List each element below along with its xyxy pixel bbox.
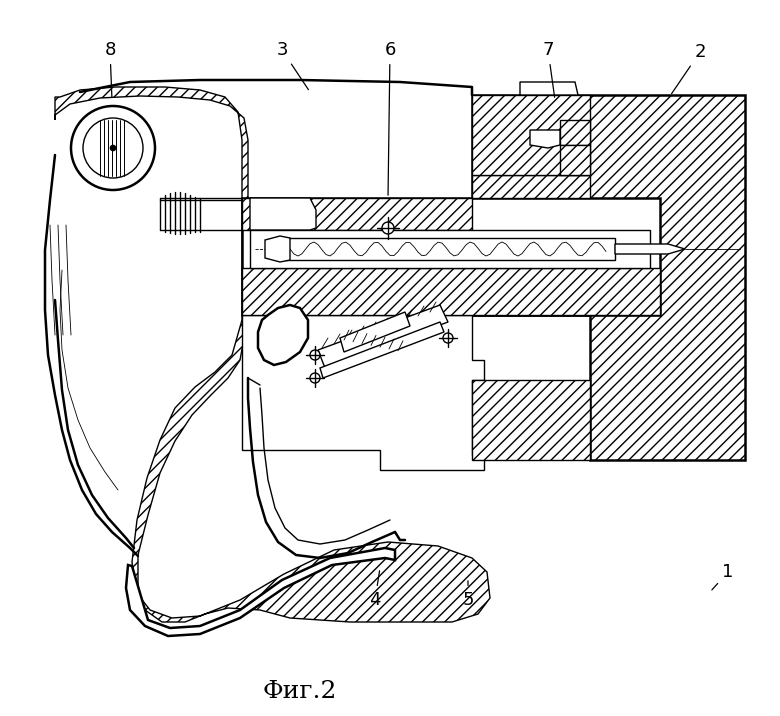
Polygon shape xyxy=(242,198,660,315)
Text: Фиг.2: Фиг.2 xyxy=(263,680,337,704)
Polygon shape xyxy=(280,238,615,260)
Polygon shape xyxy=(55,87,490,622)
Polygon shape xyxy=(472,175,590,198)
Polygon shape xyxy=(615,244,685,254)
Polygon shape xyxy=(250,230,650,268)
Polygon shape xyxy=(530,130,560,148)
Text: 4: 4 xyxy=(369,571,381,609)
Polygon shape xyxy=(242,268,660,315)
Circle shape xyxy=(382,222,394,234)
Text: 5: 5 xyxy=(463,581,473,609)
Text: 8: 8 xyxy=(105,41,115,97)
Text: 6: 6 xyxy=(385,41,395,195)
Circle shape xyxy=(71,106,155,190)
Polygon shape xyxy=(318,305,448,368)
Polygon shape xyxy=(242,315,484,470)
Polygon shape xyxy=(472,95,745,460)
Text: 1: 1 xyxy=(712,563,734,590)
Polygon shape xyxy=(560,145,590,175)
Circle shape xyxy=(83,118,143,178)
Polygon shape xyxy=(250,198,316,230)
Circle shape xyxy=(310,373,320,383)
Polygon shape xyxy=(258,305,308,365)
Polygon shape xyxy=(265,236,290,262)
Polygon shape xyxy=(560,120,590,145)
Circle shape xyxy=(110,145,116,151)
Polygon shape xyxy=(320,322,444,378)
Polygon shape xyxy=(340,312,410,352)
Polygon shape xyxy=(242,198,472,230)
Polygon shape xyxy=(472,95,590,175)
Text: 3: 3 xyxy=(276,41,308,90)
Polygon shape xyxy=(126,548,395,636)
Polygon shape xyxy=(520,82,578,95)
Text: 7: 7 xyxy=(542,41,555,97)
Circle shape xyxy=(443,333,453,343)
Polygon shape xyxy=(472,380,590,460)
Text: 2: 2 xyxy=(672,43,706,94)
Circle shape xyxy=(310,350,320,360)
